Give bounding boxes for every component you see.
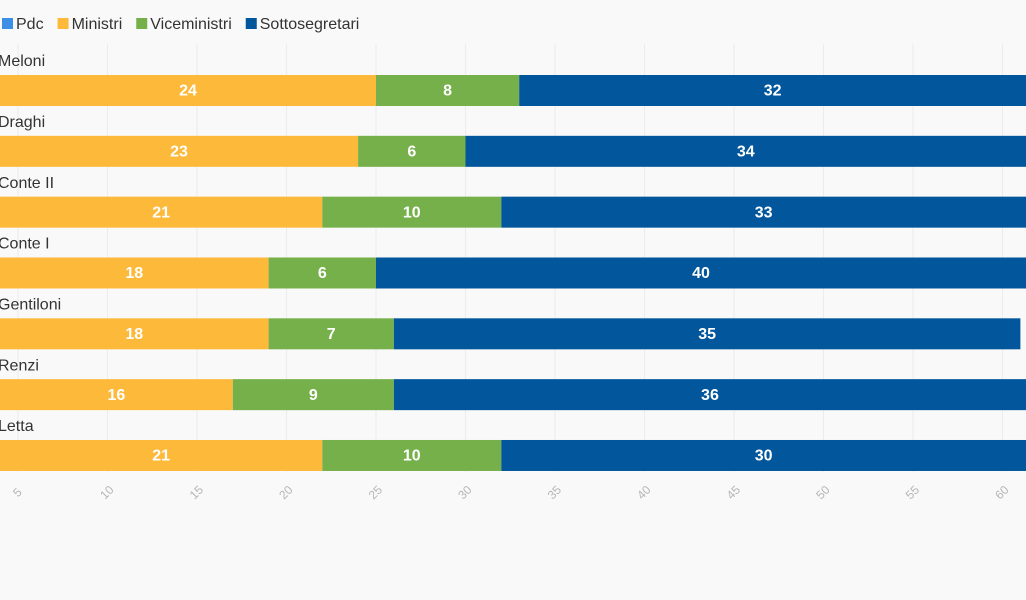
data-label: 18 <box>125 326 143 343</box>
data-label: 24 <box>179 83 197 100</box>
bar-segment <box>322 439 502 471</box>
bar-segment <box>268 257 376 289</box>
data-label: 6 <box>318 265 327 282</box>
data-label: 32 <box>764 83 782 100</box>
category-label: Conte I <box>0 236 50 253</box>
data-label: 30 <box>755 448 773 465</box>
legend-swatch <box>136 18 148 29</box>
data-label: 8 <box>443 83 452 100</box>
bar-segment <box>376 75 520 106</box>
category-label: Renzi <box>0 357 39 374</box>
data-label: 10 <box>403 448 421 465</box>
data-label: 16 <box>108 387 126 404</box>
data-label: 34 <box>737 144 755 161</box>
bar-segment <box>0 439 323 471</box>
bar-segment <box>465 135 1026 167</box>
data-label: 21 <box>152 204 170 221</box>
bar-segment <box>0 257 269 289</box>
bar-segment <box>0 135 359 167</box>
data-label: 40 <box>692 265 710 282</box>
data-label: 10 <box>403 204 421 221</box>
legend-swatch <box>245 18 257 29</box>
legend-label: Viceministri <box>150 16 232 33</box>
category-label: Conte II <box>0 175 54 192</box>
data-label: 33 <box>755 204 773 221</box>
bar-segment <box>232 379 394 411</box>
legend-swatch <box>57 18 69 29</box>
bar-segment <box>358 135 466 167</box>
bar-segment <box>501 439 1026 471</box>
category-label: Letta <box>0 418 34 435</box>
bar-segment <box>0 318 269 350</box>
bar-segment <box>501 196 1026 228</box>
bar-segment <box>268 318 394 350</box>
legend-swatch <box>2 18 13 29</box>
data-label: 23 <box>170 144 188 161</box>
data-label: 35 <box>698 326 716 343</box>
bar-segment <box>376 257 1026 289</box>
bar-segment <box>393 379 1026 411</box>
category-label: Meloni <box>0 53 45 70</box>
data-label: 9 <box>309 387 318 404</box>
data-label: 6 <box>407 144 416 161</box>
data-label: 7 <box>327 326 336 343</box>
bar-segment <box>0 75 377 106</box>
bar-segment <box>0 196 323 228</box>
bar-segment <box>519 75 1026 106</box>
bar-segment <box>0 379 233 411</box>
data-label: 18 <box>125 265 143 282</box>
data-label: 21 <box>152 448 170 465</box>
legend-label: Sottosegretari <box>260 16 360 33</box>
data-label: 36 <box>701 387 719 404</box>
category-label: Gentiloni <box>0 297 61 314</box>
legend-label: Ministri <box>72 16 123 33</box>
bar-segment <box>322 196 502 228</box>
legend-label: Pdc <box>16 16 44 33</box>
bar-segment <box>393 318 1021 350</box>
category-label: Draghi <box>0 114 45 131</box>
